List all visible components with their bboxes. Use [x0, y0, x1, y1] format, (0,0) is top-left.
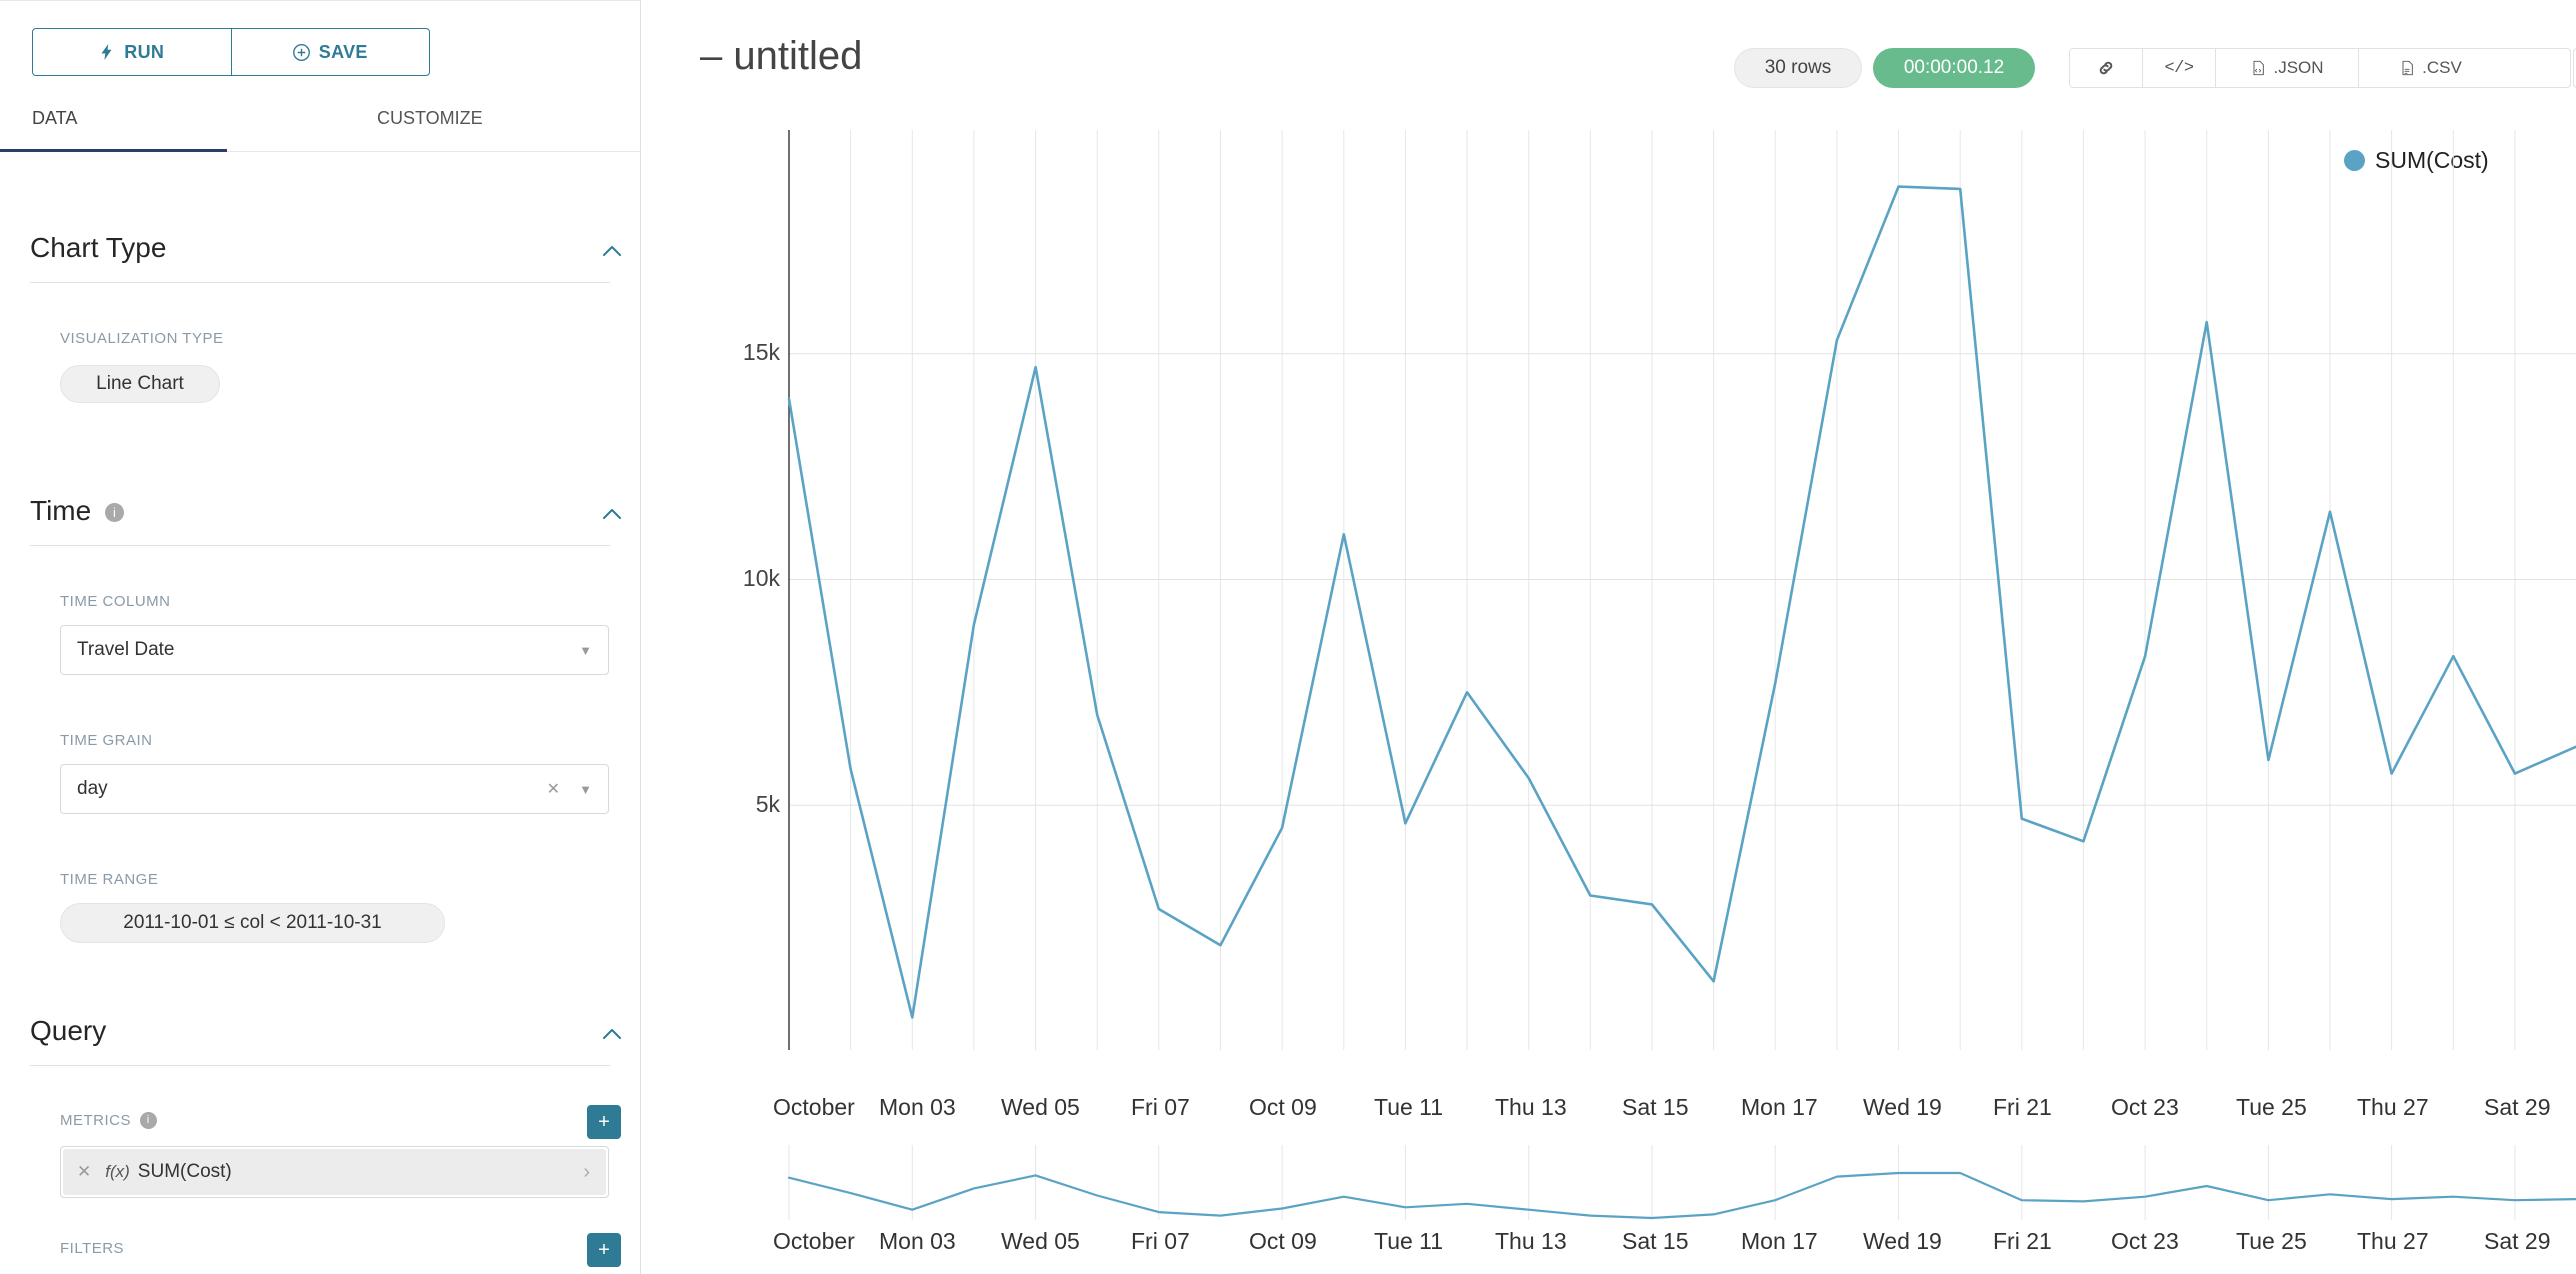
svg-text:15k: 15k: [743, 339, 781, 365]
svg-text:10k: 10k: [743, 565, 781, 591]
svg-text:5k: 5k: [756, 791, 781, 817]
